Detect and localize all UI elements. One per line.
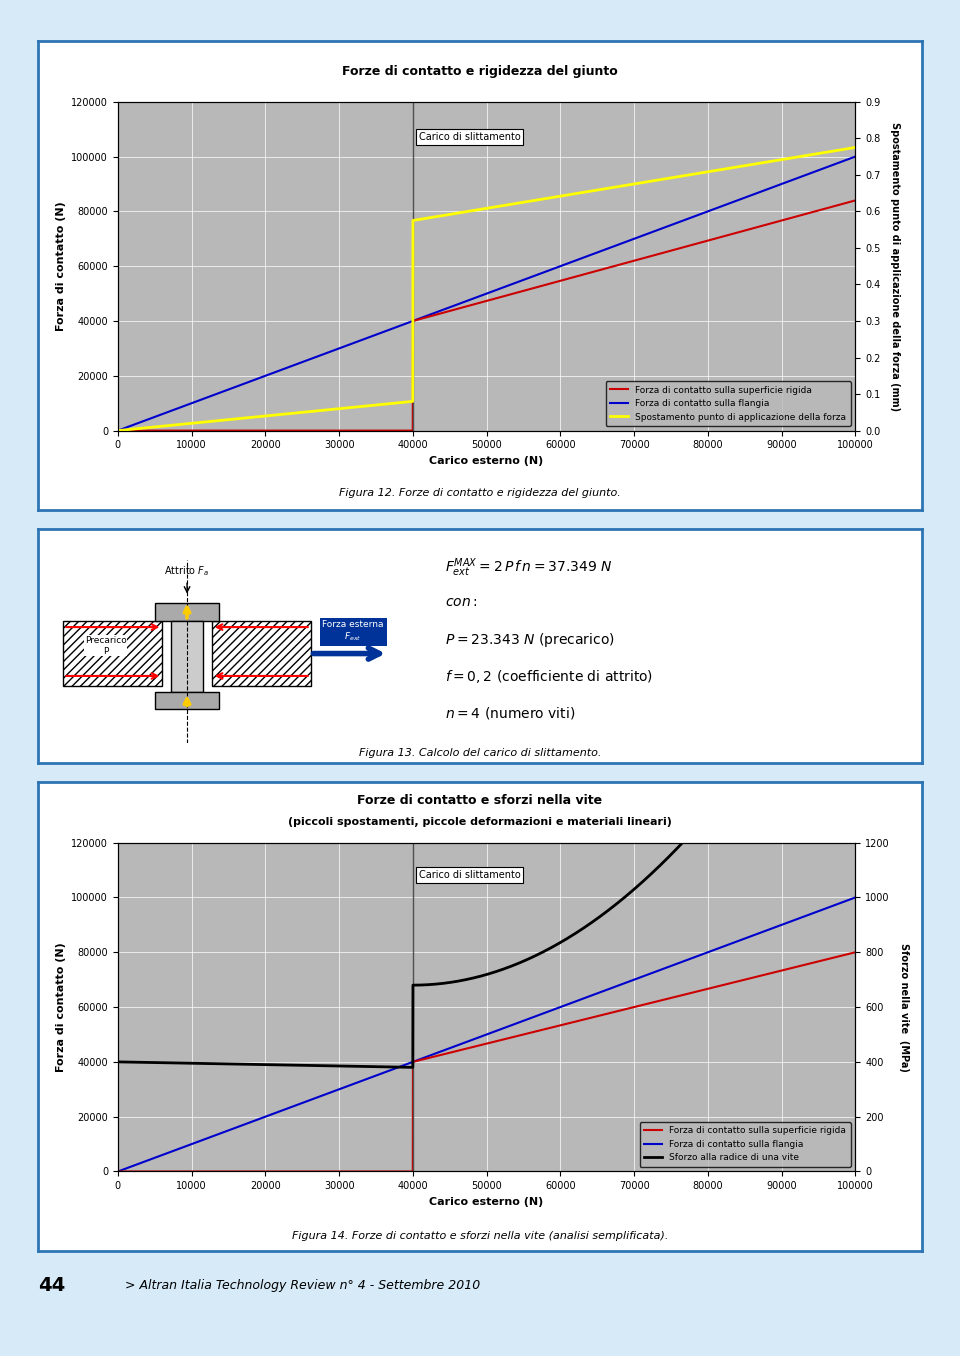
Bar <box>63 621 162 686</box>
Text: Figura 14. Forze di contatto e sforzi nella vite (analisi semplificata).: Figura 14. Forze di contatto e sforzi ne… <box>292 1231 668 1241</box>
Text: $con:$: $con:$ <box>444 595 477 609</box>
Y-axis label: Forza di contatto (N): Forza di contatto (N) <box>56 201 65 331</box>
Text: Attrito $F_a$: Attrito $F_a$ <box>164 564 209 578</box>
Text: Precarico
P: Precarico P <box>84 636 127 655</box>
Text: $f = 0,2$ (coefficiente di attrito): $f = 0,2$ (coefficiente di attrito) <box>444 669 653 685</box>
Bar <box>171 621 203 692</box>
X-axis label: Carico esterno (N): Carico esterno (N) <box>429 1197 543 1207</box>
Bar <box>156 692 219 709</box>
Bar <box>212 621 311 686</box>
Legend: Forza di contatto sulla superficie rigida, Forza di contatto sulla flangia, Spos: Forza di contatto sulla superficie rigid… <box>606 381 851 426</box>
X-axis label: Carico esterno (N): Carico esterno (N) <box>429 456 543 466</box>
Text: Figura 13. Calcolo del carico di slittamento.: Figura 13. Calcolo del carico di slittam… <box>359 749 601 758</box>
Text: Forze di contatto e sforzi nella vite: Forze di contatto e sforzi nella vite <box>357 793 603 807</box>
Y-axis label: Forza di contatto (N): Forza di contatto (N) <box>56 942 65 1073</box>
Text: Figura 12. Forze di contatto e rigidezza del giunto.: Figura 12. Forze di contatto e rigidezza… <box>339 488 621 498</box>
Y-axis label: Sforzo nella vite  (MPa): Sforzo nella vite (MPa) <box>900 942 909 1071</box>
Text: $n = 4$ (numero viti): $n = 4$ (numero viti) <box>444 705 575 720</box>
Bar <box>156 602 219 621</box>
Text: Carico di slittamento: Carico di slittamento <box>419 132 520 142</box>
Text: Forza esterna
$F_{ext}$: Forza esterna $F_{ext}$ <box>323 620 384 643</box>
Text: Forze di contatto e rigidezza del giunto: Forze di contatto e rigidezza del giunto <box>342 65 618 77</box>
Legend: Forza di contatto sulla superficie rigida, Forza di contatto sulla flangia, Sfor: Forza di contatto sulla superficie rigid… <box>639 1121 851 1168</box>
Text: > Altran Italia Technology Review n° 4 - Settembre 2010: > Altran Italia Technology Review n° 4 -… <box>125 1279 480 1292</box>
Y-axis label: Spostamento punto di applicazione della forza (mm): Spostamento punto di applicazione della … <box>890 122 900 411</box>
Text: (piccoli spostamenti, piccole deformazioni e materiali lineari): (piccoli spostamenti, piccole deformazio… <box>288 816 672 827</box>
Text: $F_{ext}^{MAX} = 2\,P\,f\,n = 37.349\ N$: $F_{ext}^{MAX} = 2\,P\,f\,n = 37.349\ N$ <box>444 557 612 579</box>
Text: $P = 23.343\ N$ (precarico): $P = 23.343\ N$ (precarico) <box>444 632 614 650</box>
Text: 44: 44 <box>38 1276 65 1295</box>
Text: Carico di slittamento: Carico di slittamento <box>419 871 520 880</box>
